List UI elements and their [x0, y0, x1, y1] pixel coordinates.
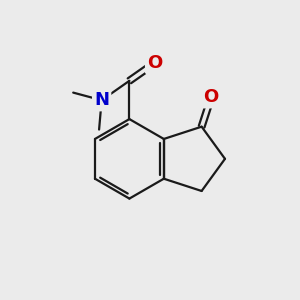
- Text: O: O: [203, 88, 219, 106]
- Text: N: N: [94, 91, 109, 109]
- Text: O: O: [147, 54, 162, 72]
